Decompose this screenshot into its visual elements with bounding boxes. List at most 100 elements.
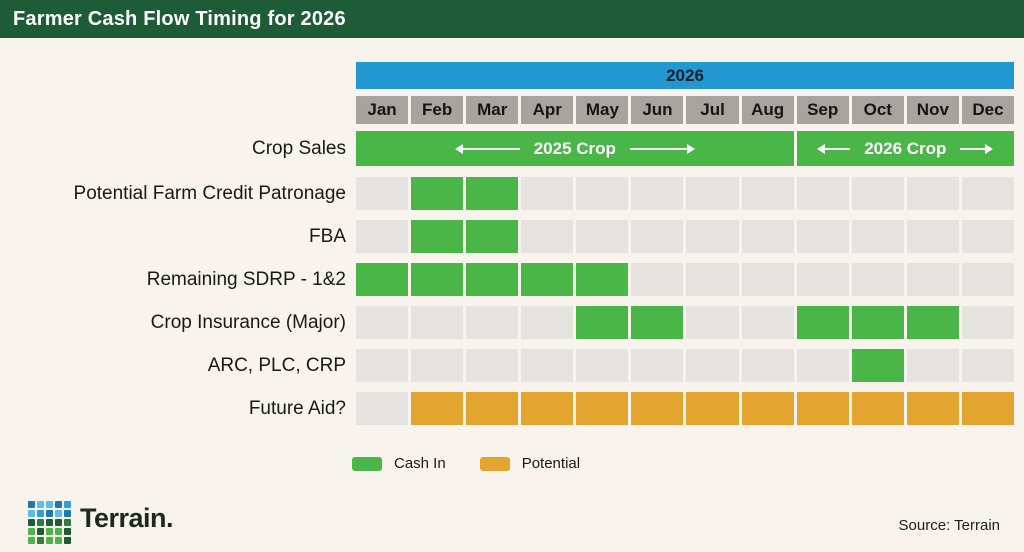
row-label: ARC, PLC, CRP — [207, 354, 346, 376]
source-credit: Source: Terrain — [898, 517, 1000, 534]
cell-mar — [466, 263, 519, 296]
logo-square — [28, 537, 35, 544]
cell-jul — [686, 392, 739, 425]
cell-apr — [521, 306, 574, 339]
logo-square — [28, 510, 35, 517]
terrain-logo-icon — [28, 501, 71, 544]
legend-label: Cash In — [394, 455, 446, 472]
logo-square — [37, 528, 44, 535]
cell-dec — [961, 263, 1014, 296]
crop-sales-bars: 2025 Crop 2026 Crop — [356, 131, 1014, 166]
cell-feb — [411, 349, 464, 382]
row-cells — [356, 263, 1014, 296]
month-aug: Aug — [741, 96, 794, 124]
logo-square — [55, 510, 62, 517]
month-sep: Sep — [796, 96, 849, 124]
logo-square — [46, 501, 53, 508]
cell-jun — [631, 263, 684, 296]
cell-jan — [356, 349, 409, 382]
cell-may — [576, 306, 629, 339]
cell-jun — [631, 220, 684, 253]
cell-mar — [466, 177, 519, 210]
cell-aug — [741, 349, 794, 382]
cell-feb — [411, 392, 464, 425]
cell-may — [576, 392, 629, 425]
cell-oct — [851, 220, 904, 253]
legend-swatch-icon — [479, 456, 510, 471]
logo-square — [55, 519, 62, 526]
logo-square — [55, 528, 62, 535]
month-may: May — [576, 96, 629, 124]
page-title: Farmer Cash Flow Timing for 2026 — [13, 7, 346, 30]
chart-row-1: Potential Farm Credit Patronage — [0, 177, 1024, 210]
month-header-row: Jan Feb Mar Apr May Jun Jul Aug Sep Oct Nov Dec — [356, 96, 1014, 124]
row-label: Crop Insurance (Major) — [150, 311, 346, 333]
cell-aug — [741, 220, 794, 253]
cell-jun — [631, 306, 684, 339]
cell-may — [576, 177, 629, 210]
cell-may — [576, 220, 629, 253]
right-arrow-icon — [629, 143, 695, 154]
cell-oct — [851, 392, 904, 425]
cell-jan — [356, 263, 409, 296]
cell-apr — [521, 263, 574, 296]
cell-jun — [631, 392, 684, 425]
crop-bar-label: 2025 Crop — [533, 138, 616, 158]
crop-bar-label: 2026 Crop — [864, 138, 947, 158]
logo-square — [64, 519, 71, 526]
legend-label: Potential — [521, 455, 581, 472]
cell-jan — [356, 306, 409, 339]
logo-square — [64, 537, 71, 544]
cell-oct — [851, 349, 904, 382]
crop-bar-2025-crop: 2025 Crop — [356, 131, 794, 166]
left-arrow-icon — [817, 143, 851, 154]
cell-feb — [411, 306, 464, 339]
logo-square — [55, 537, 62, 544]
terrain-logo-text: Terrain. — [80, 503, 174, 533]
cell-sep — [796, 220, 849, 253]
cell-nov — [906, 306, 959, 339]
cell-sep — [796, 349, 849, 382]
cell-nov — [906, 263, 959, 296]
logo-square — [37, 537, 44, 544]
cell-nov — [906, 392, 959, 425]
cell-jul — [686, 220, 739, 253]
cell-dec — [961, 349, 1014, 382]
month-feb: Feb — [411, 96, 464, 124]
logo-square — [46, 537, 53, 544]
logo-square — [64, 528, 71, 535]
cell-mar — [466, 349, 519, 382]
cell-nov — [906, 349, 959, 382]
cell-aug — [741, 306, 794, 339]
logo-square — [46, 528, 53, 535]
logo-square — [64, 510, 71, 517]
cell-nov — [906, 177, 959, 210]
legend-item: Cash In — [352, 455, 446, 472]
row-cells — [356, 220, 1014, 253]
cell-jan — [356, 177, 409, 210]
logo-square — [37, 519, 44, 526]
cell-oct — [851, 263, 904, 296]
row-label-crop-sales: Crop Sales — [252, 137, 346, 159]
cell-sep — [796, 392, 849, 425]
month-nov: Nov — [906, 96, 959, 124]
month-apr: Apr — [521, 96, 574, 124]
cell-jul — [686, 349, 739, 382]
cell-apr — [521, 392, 574, 425]
month-oct: Oct — [851, 96, 904, 124]
logo-square — [64, 501, 71, 508]
year-label: 2026 — [666, 65, 704, 85]
row-cells — [356, 392, 1014, 425]
left-arrow-icon — [454, 143, 520, 154]
logo-square — [46, 510, 53, 517]
cell-feb — [411, 263, 464, 296]
logo-square — [28, 501, 35, 508]
cell-dec — [961, 306, 1014, 339]
crop-sales-row: Crop Sales 2025 Crop 2026 Crop — [0, 131, 1024, 166]
month-jan: Jan — [356, 96, 409, 124]
chart-row-5: ARC, PLC, CRP — [0, 349, 1024, 382]
row-label: Future Aid? — [248, 397, 346, 419]
legend: Cash In Potential — [352, 455, 580, 472]
cell-mar — [466, 306, 519, 339]
